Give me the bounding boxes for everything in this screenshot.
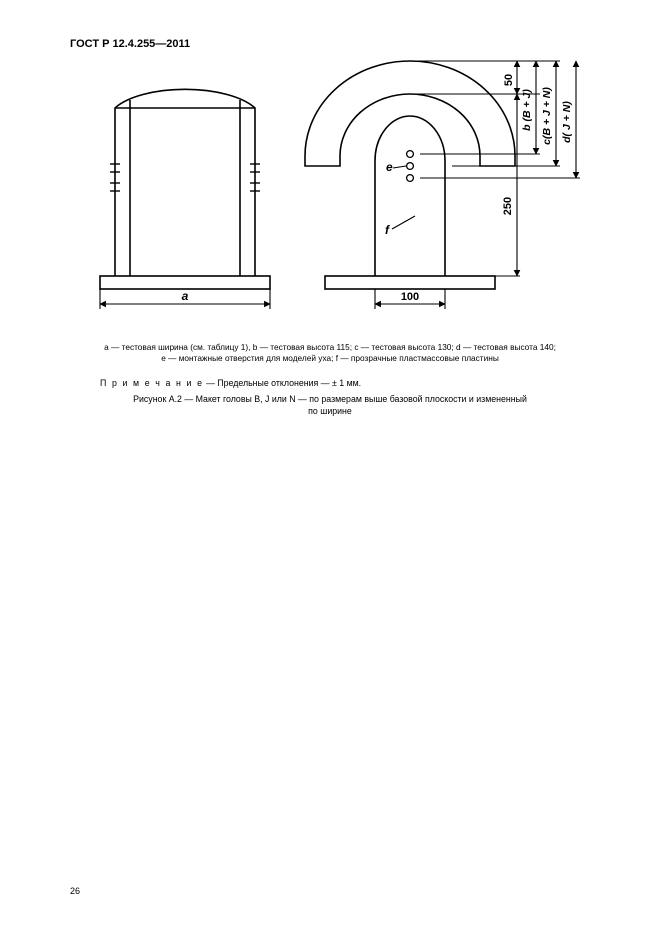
doc-header: ГОСТ Р 12.4.255—2011 (70, 38, 601, 50)
figure-svg: a (60, 56, 595, 334)
caption-line-1: Рисунок А.2 — Макет головы В, J или N — … (133, 394, 527, 404)
note: П р и м е ч а н и е — Предельные отклоне… (100, 378, 601, 388)
label-f: f (385, 223, 390, 237)
legend-line-1: а — тестовая ширина (см. таблицу 1), b —… (104, 342, 556, 352)
dim-250: 250 (502, 197, 514, 215)
caption-line-2: по ширине (308, 406, 352, 416)
figure-a2: a (60, 56, 595, 334)
dim-100: 100 (401, 291, 419, 303)
note-label: П р и м е ч а н и е (100, 378, 204, 388)
label-e: e (386, 160, 393, 174)
dim-c: c(B + J + N) (541, 87, 553, 145)
dim-50: 50 (503, 74, 515, 86)
figure-caption: Рисунок А.2 — Макет головы В, J или N — … (70, 394, 590, 418)
figure-legend: а — тестовая ширина (см. таблицу 1), b —… (70, 342, 590, 364)
page: ГОСТ Р 12.4.255—2011 (0, 0, 661, 936)
legend-line-2: е — монтажные отверстия для моделей уха;… (161, 353, 499, 363)
note-text: — Предельные отклонения — ± 1 мм. (206, 378, 361, 388)
dim-a-label: a (182, 289, 189, 303)
dim-b: b (B + J) (521, 89, 533, 131)
page-number: 26 (70, 886, 80, 896)
dim-d: d( J + N) (561, 101, 573, 143)
